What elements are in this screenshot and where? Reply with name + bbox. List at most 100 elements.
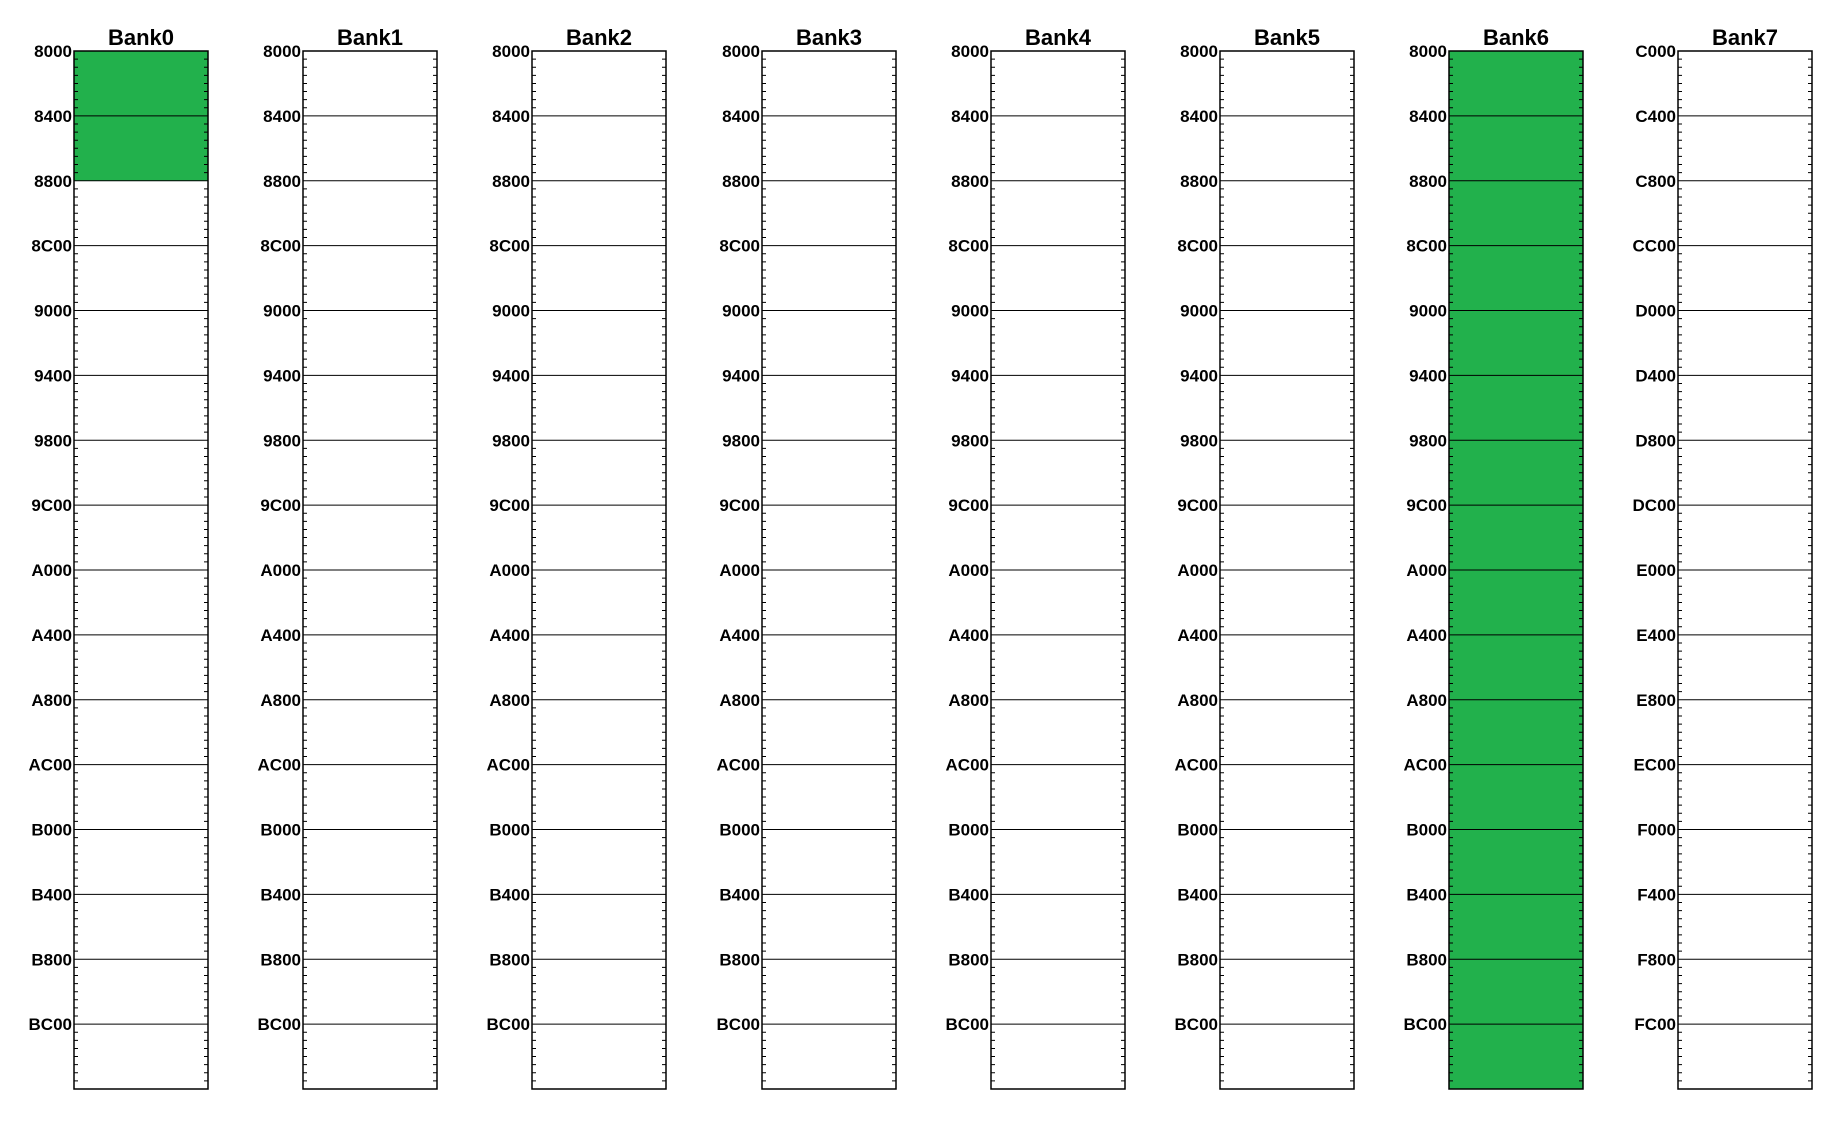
address-label: A400 (948, 626, 989, 645)
address-label: 9000 (722, 302, 760, 321)
address-label: 8C00 (1406, 237, 1447, 256)
address-label: B800 (719, 950, 760, 969)
minor-ticks (1678, 58, 1812, 1082)
address-label: D000 (1635, 302, 1676, 321)
address-label: F000 (1637, 821, 1676, 840)
address-label: 8000 (34, 42, 72, 61)
address-label: 9800 (951, 431, 989, 450)
address-label: 8C00 (1177, 237, 1218, 256)
address-label: AC00 (1404, 756, 1447, 775)
address-label: AC00 (1175, 756, 1218, 775)
address-label: 8000 (722, 42, 760, 61)
address-label: B000 (260, 821, 301, 840)
address-label: A800 (948, 691, 989, 710)
address-label: B400 (1406, 885, 1447, 904)
minor-ticks (532, 58, 666, 1082)
address-label: 8800 (263, 172, 301, 191)
address-label: 8000 (951, 42, 989, 61)
address-label: 9400 (722, 366, 760, 385)
address-label: A000 (260, 561, 301, 580)
address-label: E400 (1636, 626, 1676, 645)
address-label: 9C00 (31, 496, 72, 515)
address-label: B000 (948, 821, 989, 840)
address-label: 8800 (492, 172, 530, 191)
address-label: 8800 (34, 172, 72, 191)
address-label: A400 (1177, 626, 1218, 645)
address-label: 8000 (1409, 42, 1447, 61)
address-label: BC00 (487, 1015, 530, 1034)
address-label: BC00 (1175, 1015, 1218, 1034)
address-label: 8C00 (31, 237, 72, 256)
bank-title: Bank7 (1712, 25, 1778, 50)
address-label: FC00 (1634, 1015, 1676, 1034)
address-label: AC00 (29, 756, 72, 775)
minor-ticks (991, 58, 1125, 1082)
bank-border (73, 50, 209, 1090)
minor-ticks (1449, 58, 1583, 1082)
address-label: 9000 (1409, 302, 1447, 321)
address-label: 9800 (1409, 431, 1447, 450)
address-label: B800 (260, 950, 301, 969)
bank-title: Bank0 (108, 25, 174, 50)
address-label: B400 (1177, 885, 1218, 904)
address-label: A000 (948, 561, 989, 580)
bank-column-4: Bank4 8000 8400 8800 8C00 9000 9400 9800 9C00 A00… (946, 25, 1126, 1090)
address-label: C400 (1635, 107, 1676, 126)
address-label: A800 (31, 691, 72, 710)
address-label: C800 (1635, 172, 1676, 191)
address-label: 9C00 (719, 496, 760, 515)
bank-column-0: Bank0 8000 8400 8800 8C00 9000 9400 9800 9C00 A00… (29, 25, 209, 1090)
address-label: 9400 (492, 366, 530, 385)
bank-border (1448, 50, 1584, 1090)
address-label: 8400 (34, 107, 72, 126)
address-label: A000 (31, 561, 72, 580)
address-label: 8C00 (948, 237, 989, 256)
address-label: BC00 (258, 1015, 301, 1034)
address-label: BC00 (29, 1015, 72, 1034)
address-label: A800 (1177, 691, 1218, 710)
address-label: A400 (489, 626, 530, 645)
address-label: F800 (1637, 950, 1676, 969)
bank-border (1219, 50, 1355, 1090)
bank-border (302, 50, 438, 1090)
address-label: B000 (31, 821, 72, 840)
bank-border (1677, 50, 1813, 1090)
address-label: AC00 (258, 756, 301, 775)
address-label: A000 (1177, 561, 1218, 580)
address-label: A400 (719, 626, 760, 645)
address-label: 8400 (1180, 107, 1218, 126)
bank-column-6: Bank6 8000 8400 8800 8C00 9000 9400 9800 9C00 A00… (1404, 25, 1584, 1090)
address-label: 9400 (1180, 366, 1218, 385)
minor-ticks (74, 58, 208, 1082)
address-label: 8400 (1409, 107, 1447, 126)
address-label: A000 (489, 561, 530, 580)
address-label: B800 (948, 950, 989, 969)
address-label: B000 (1406, 821, 1447, 840)
address-label: 8000 (1180, 42, 1218, 61)
address-label: 9000 (263, 302, 301, 321)
address-label: 8C00 (489, 237, 530, 256)
bank-border (761, 50, 897, 1090)
address-label: B400 (948, 885, 989, 904)
address-label: 9C00 (489, 496, 530, 515)
address-label: EC00 (1633, 756, 1676, 775)
address-label: 8400 (263, 107, 301, 126)
address-label: B400 (31, 885, 72, 904)
address-label: 9C00 (1177, 496, 1218, 515)
bank-title: Bank1 (337, 25, 403, 50)
address-label: 9400 (951, 366, 989, 385)
address-label: 9400 (1409, 366, 1447, 385)
bank-title: Bank5 (1254, 25, 1320, 50)
address-label: AC00 (717, 756, 760, 775)
bank-title: Bank6 (1483, 25, 1549, 50)
address-label: B000 (489, 821, 530, 840)
address-label: 9800 (34, 431, 72, 450)
address-label: D400 (1635, 366, 1676, 385)
address-label: 8800 (1409, 172, 1447, 191)
address-label: A800 (1406, 691, 1447, 710)
address-label: D800 (1635, 431, 1676, 450)
bank-column-2: Bank2 8000 8400 8800 8C00 9000 9400 9800 9C00 A00… (487, 25, 667, 1090)
address-label: B400 (260, 885, 301, 904)
address-label: B800 (1406, 950, 1447, 969)
